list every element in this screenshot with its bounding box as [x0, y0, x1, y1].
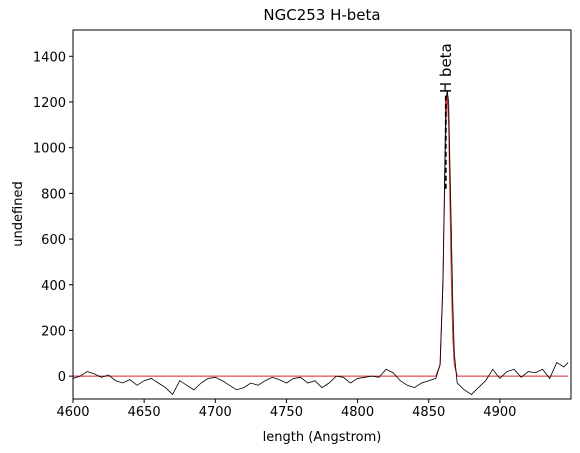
x-tick-label: 4800 [341, 405, 374, 420]
x-tick-label: 4600 [56, 405, 89, 420]
series-line [73, 91, 569, 377]
y-tick-label: 200 [41, 324, 66, 339]
y-tick-label: 1200 [33, 96, 66, 111]
x-tick-label: 4900 [483, 405, 516, 420]
y-tick-label: 400 [41, 279, 66, 294]
y-tick-label: 0 [58, 370, 66, 385]
y-tick-label: 1400 [33, 50, 66, 65]
x-tick-label: 4650 [128, 405, 161, 420]
chart-title: NGC253 H-beta [263, 6, 380, 24]
x-tick-label: 4750 [270, 405, 303, 420]
y-tick-label: 800 [41, 187, 66, 202]
y-tick-label: 600 [41, 233, 66, 248]
x-tick-label: 4850 [412, 405, 445, 420]
y-tick-label: 1000 [33, 142, 66, 157]
series-line [72, 90, 569, 396]
x-axis-label: length (Angstrom) [263, 430, 382, 445]
annotation-text: H beta [437, 43, 455, 93]
y-axis-label: undefined [11, 181, 26, 246]
plot-frame [72, 29, 572, 400]
x-tick-label: 4700 [199, 405, 232, 420]
